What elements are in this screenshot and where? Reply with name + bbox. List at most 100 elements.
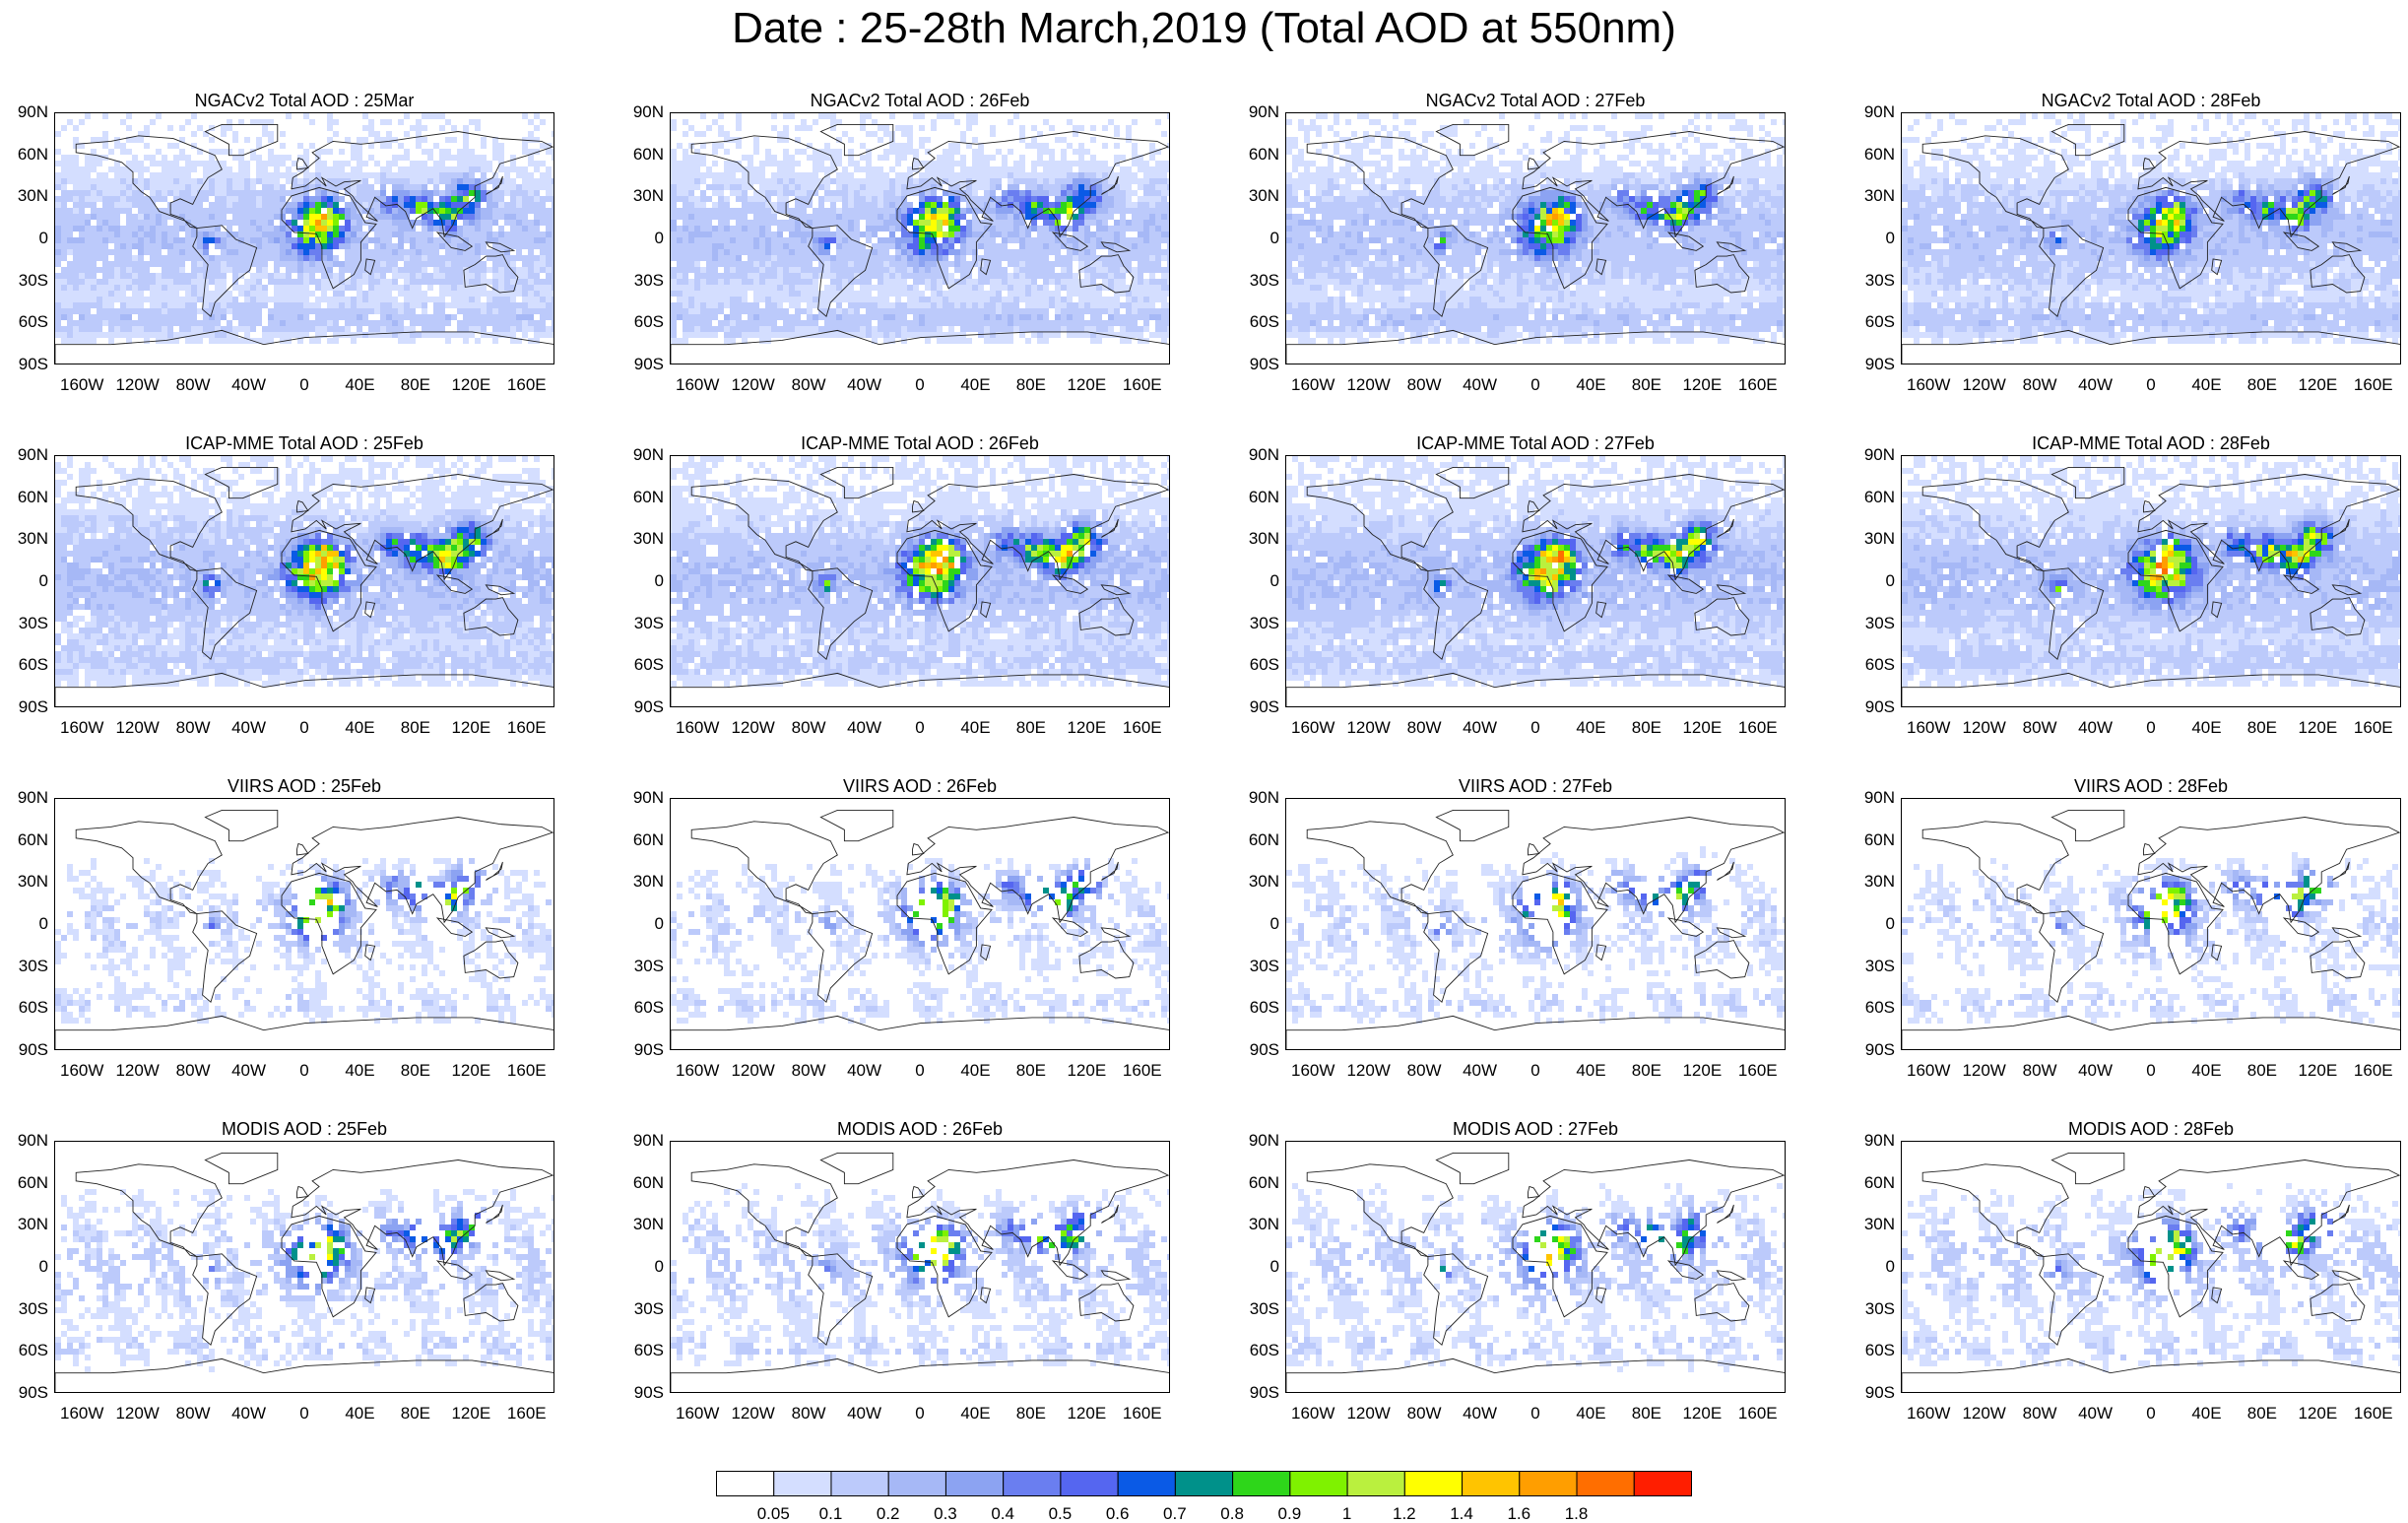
lat-tick-label: 0	[624, 1258, 664, 1276]
lon-tick-label: 80W	[163, 1062, 223, 1080]
lon-tick-label: 0	[890, 376, 949, 394]
lat-tick-label: 30S	[1855, 614, 1895, 632]
lat-tick-label: 60N	[1855, 145, 1895, 164]
lat-tick-label: 60S	[9, 313, 48, 331]
lat-tick-label: 30S	[1240, 271, 1279, 290]
lon-tick-label: 0	[1506, 719, 1565, 737]
lon-tick-label: 80W	[779, 1405, 838, 1423]
lat-tick-label: 30S	[624, 614, 664, 632]
lon-tick-label: 80E	[386, 376, 445, 394]
map-panel: VIIRS AOD : 28Feb 90N 60N 30N 0 30S 60S 90S 160W…	[1864, 776, 2401, 1088]
panel-title: VIIRS AOD : 25Feb	[54, 776, 554, 796]
panel-title: MODIS AOD : 27Feb	[1285, 1119, 1786, 1139]
panel-title: NGACv2 Total AOD : 26Feb	[670, 91, 1170, 110]
map-frame	[54, 455, 554, 707]
lat-tick-label: 90N	[624, 1132, 664, 1150]
colorbar-swatch	[1633, 1471, 1693, 1496]
lon-tick-label: 160W	[1283, 1405, 1342, 1423]
coastlines	[671, 1152, 1169, 1392]
lat-tick-label: 30S	[624, 957, 664, 975]
lon-tick-label: 120W	[1955, 1062, 2014, 1080]
coastlines	[1902, 1152, 2400, 1392]
lon-tick-label: 120E	[2288, 376, 2347, 394]
colorbar-swatch	[773, 1471, 832, 1496]
panel-title: VIIRS AOD : 27Feb	[1285, 776, 1786, 796]
lat-tick-label: 90N	[1240, 103, 1279, 121]
coastlines	[1286, 1152, 1785, 1392]
map-frame	[1285, 112, 1786, 364]
lon-tick-label: 40W	[220, 1405, 279, 1423]
colorbar-tick-label: 0.05	[753, 1505, 793, 1523]
lon-tick-label: 80W	[163, 376, 223, 394]
lon-tick-label: 120W	[724, 1405, 783, 1423]
lat-tick-label: 90S	[9, 1041, 48, 1059]
lat-tick-label: 60N	[624, 145, 664, 164]
coastlines	[55, 1152, 553, 1392]
lat-tick-label: 30N	[1855, 187, 1895, 205]
lon-tick-label: 80W	[2010, 1405, 2069, 1423]
aod-map	[1902, 1152, 2400, 1392]
lon-tick-label: 40W	[2066, 376, 2125, 394]
lat-tick-label: 30S	[1855, 271, 1895, 290]
lat-tick-label: 90S	[1240, 356, 1279, 373]
lat-tick-label: 90S	[624, 356, 664, 373]
lon-tick-label: 80W	[163, 1405, 223, 1423]
aod-field	[671, 113, 1169, 344]
lon-tick-label: 0	[275, 1405, 334, 1423]
lat-tick-label: 0	[1855, 572, 1895, 590]
lon-tick-label: 80W	[779, 1062, 838, 1080]
lat-tick-label: 90S	[624, 698, 664, 716]
colorbar-swatch	[1117, 1471, 1176, 1496]
map-panel: ICAP-MME Total AOD : 28Feb 90N 60N 30N 0 30S 6…	[1864, 433, 2401, 745]
colorbar-tick-label: 1	[1328, 1505, 1367, 1523]
panel-title: NGACv2 Total AOD : 25Mar	[54, 91, 554, 110]
colorbar-swatch	[1519, 1471, 1578, 1496]
map-panel: MODIS AOD : 28Feb 90N 60N 30N 0 30S 60S 90S 160W…	[1864, 1119, 2401, 1430]
lon-tick-label: 120E	[441, 719, 500, 737]
lon-tick-label: 80W	[2010, 719, 2069, 737]
lat-tick-label: 60N	[1855, 1173, 1895, 1192]
panel-title: VIIRS AOD : 26Feb	[670, 776, 1170, 796]
lat-tick-label: 90S	[1855, 698, 1895, 716]
lon-tick-label: 120W	[724, 376, 783, 394]
coastlines	[1902, 466, 2400, 706]
lat-tick-label: 60N	[624, 830, 664, 849]
lon-tick-label: 80W	[779, 376, 838, 394]
map-frame	[1285, 1141, 1786, 1393]
lon-tick-label: 80E	[1002, 719, 1061, 737]
lon-tick-label: 120W	[724, 719, 783, 737]
lat-tick-label: 90N	[1855, 446, 1895, 464]
lon-tick-label: 80E	[386, 1405, 445, 1423]
lon-tick-label: 40E	[330, 376, 389, 394]
lat-tick-label: 0	[9, 230, 48, 247]
lon-tick-label: 80E	[2233, 719, 2292, 737]
lon-tick-label: 40W	[2066, 1062, 2125, 1080]
colorbar-tick-label: 0.1	[811, 1505, 850, 1523]
lat-tick-label: 90N	[624, 103, 664, 121]
panel-title: VIIRS AOD : 28Feb	[1901, 776, 2401, 796]
lon-tick-label: 120E	[441, 1062, 500, 1080]
lon-tick-label: 0	[1506, 1405, 1565, 1423]
lon-tick-label: 160W	[1899, 719, 1958, 737]
map-frame	[54, 1141, 554, 1393]
map-panel: NGACv2 Total AOD : 26Feb 90N 60N 30N 0 30S 60S…	[633, 91, 1170, 402]
lon-tick-label: 120E	[2288, 719, 2347, 737]
coastlines	[1286, 123, 1785, 364]
lon-tick-label: 40E	[1561, 1405, 1620, 1423]
lon-tick-label: 160E	[497, 1062, 556, 1080]
lon-tick-label: 40E	[945, 376, 1005, 394]
colorbar-swatch	[830, 1471, 889, 1496]
aod-field	[55, 1189, 553, 1372]
lon-tick-label: 120E	[1057, 376, 1116, 394]
aod-map	[1286, 456, 1785, 706]
colorbar-tick-label: 1.8	[1557, 1505, 1596, 1523]
lon-tick-label: 160E	[1728, 1062, 1788, 1080]
aod-field	[1286, 113, 1785, 344]
aod-map	[671, 456, 1169, 706]
colorbar-swatch	[887, 1471, 946, 1496]
lat-tick-label: 60S	[1240, 999, 1279, 1017]
lon-tick-label: 0	[890, 1405, 949, 1423]
lat-tick-label: 60S	[1855, 313, 1895, 331]
lat-tick-label: 30S	[1240, 957, 1279, 975]
lat-tick-label: 30N	[9, 530, 48, 548]
